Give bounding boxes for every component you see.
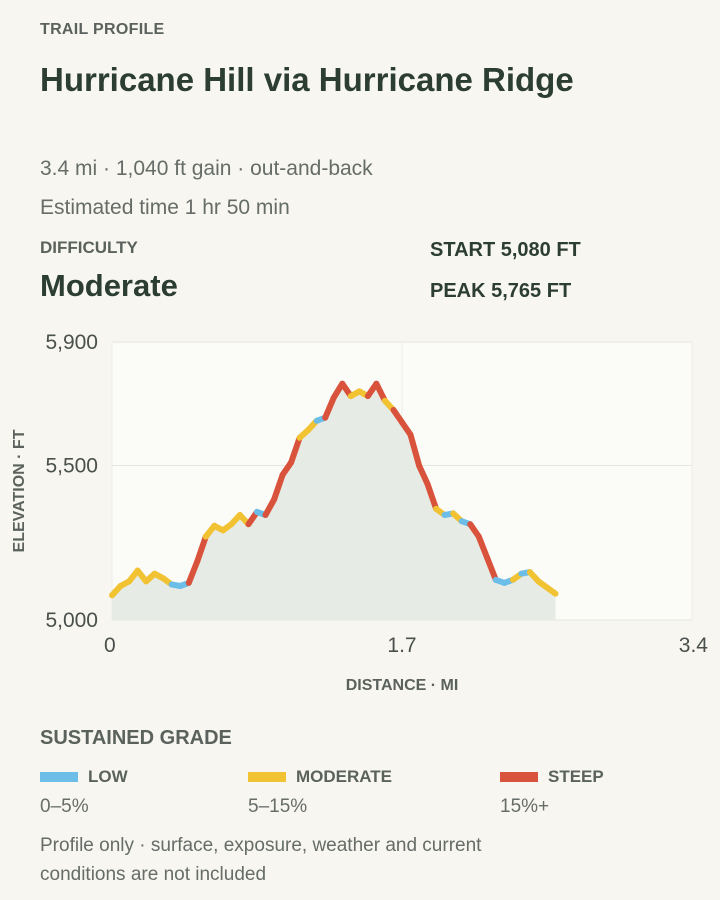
y-axis-title: ELEVATION · FT [11,429,28,552]
eyebrow-label: TRAIL PROFILE [40,21,165,38]
profile-segment [185,558,201,586]
legend-range-moderate: 5–15% [248,796,308,817]
legend-title: SUSTAINED GRADE [40,727,232,749]
profile-segment [407,431,423,469]
legend-range-low: 0–5% [40,796,89,817]
legend-swatch-low [40,772,78,782]
legend-swatch-moderate [248,772,286,782]
elevation-chart: 5,900 5,500 5,000 0 1.7 3.4 DISTANCE · MI ELE… [11,331,709,694]
x-tick-label: 1.7 [387,634,416,657]
legend-name-steep: STEEP [548,767,604,786]
x-tick-label: 3.4 [679,634,709,657]
difficulty-value: Moderate [40,268,178,303]
y-tick-label: 5,500 [45,455,98,478]
profile-segment [373,380,388,404]
trail-title: Hurricane Hill via Hurricane Ridge [40,61,574,98]
profile-segment [475,533,491,562]
profile-segment [194,533,209,565]
legend-name-moderate: MODERATE [296,767,393,786]
profile-segment [288,434,303,466]
legend-item-low: LOW 0–5% [40,766,260,818]
y-tick-label: 5,900 [45,331,98,354]
legend-name-low: LOW [88,767,128,786]
difficulty-label: DIFFICULTY [40,238,138,257]
profile-segment [322,394,337,421]
profile-segment [271,471,286,503]
peak-elevation: PEAK 5,765 FT [430,280,572,302]
legend-range-steep: 15%+ [500,796,550,817]
profile-segment [416,462,431,488]
profile-segment [424,481,440,512]
legend-item-moderate: MODERATE 5–15% [248,766,468,818]
x-axis-title: DISTANCE · MI [346,677,459,694]
x-tick-label: 0 [104,634,116,657]
profile-segment [484,555,499,583]
trail-summary: 3.4 mi · 1,040 ft gain · out-and-back [40,157,373,180]
elevation-area [112,383,556,620]
legend-item-steep: STEEP 15%+ [500,766,720,818]
profile-segment [544,584,559,597]
start-elevation: START 5,080 FT [430,239,581,261]
legend-swatch-steep [500,772,538,782]
footnote: Profile only · surface, exposure, weathe… [40,835,482,885]
estimated-time: Estimated time 1 hr 50 min [40,196,290,219]
y-tick-label: 5,000 [45,609,98,632]
